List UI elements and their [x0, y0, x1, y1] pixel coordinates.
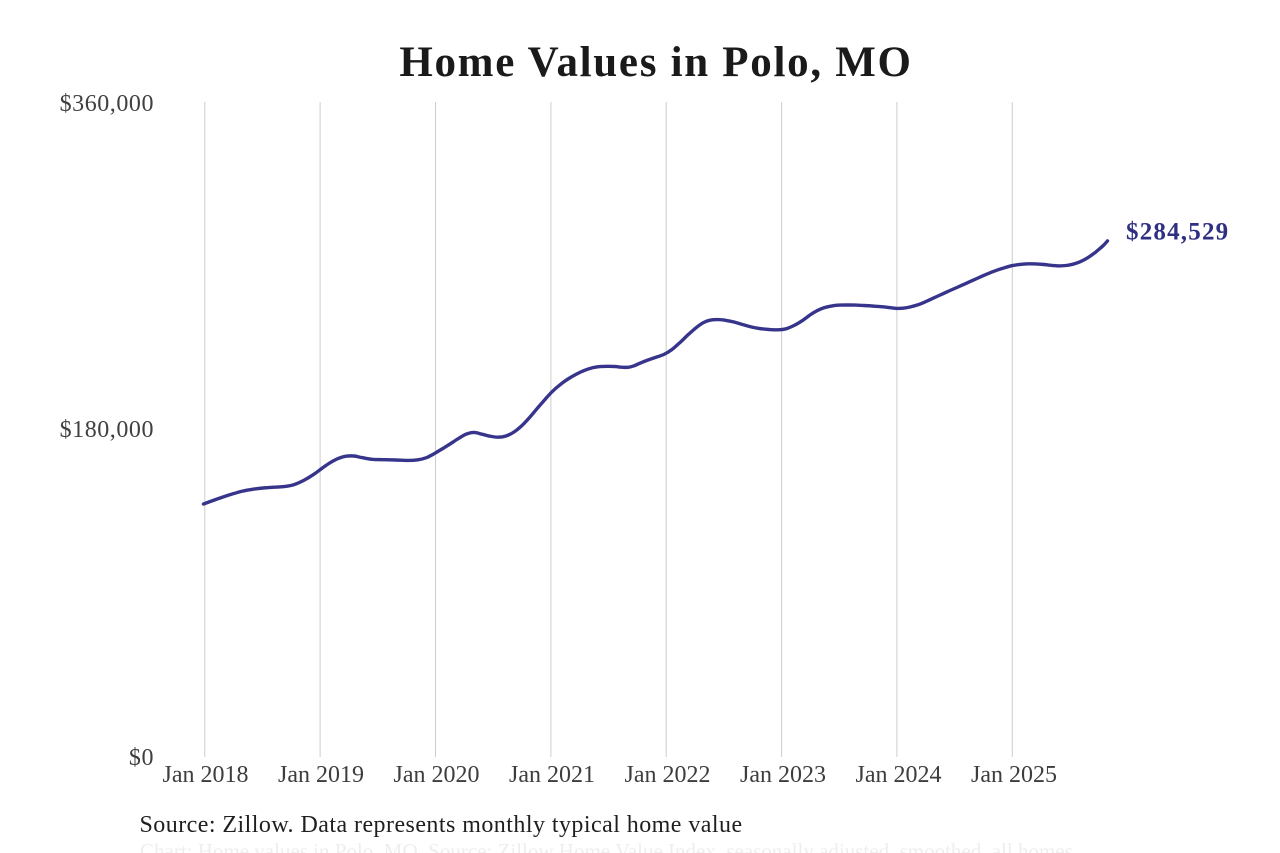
svg-text:Source: Zillow. Data represent: Source: Zillow. Data represents monthly …	[140, 812, 743, 838]
svg-text:Chart: Home values in Polo, MO: Chart: Home values in Polo, MO. Source: …	[140, 839, 1073, 853]
svg-text:Home Values in Polo, MO: Home Values in Polo, MO	[399, 39, 912, 86]
svg-text:Jan 2018: Jan 2018	[163, 762, 249, 788]
svg-text:Jan 2024: Jan 2024	[856, 762, 942, 788]
svg-text:$360,000: $360,000	[60, 91, 154, 117]
svg-text:$284,529: $284,529	[1126, 219, 1229, 246]
svg-text:Jan 2022: Jan 2022	[625, 762, 711, 788]
svg-text:Jan 2025: Jan 2025	[971, 762, 1057, 788]
svg-text:Jan 2023: Jan 2023	[740, 762, 826, 788]
svg-text:$180,000: $180,000	[60, 417, 154, 443]
svg-text:Jan 2019: Jan 2019	[278, 762, 364, 788]
svg-text:$0: $0	[129, 745, 154, 771]
svg-text:Jan 2020: Jan 2020	[394, 762, 480, 788]
svg-text:Jan 2021: Jan 2021	[509, 762, 595, 788]
